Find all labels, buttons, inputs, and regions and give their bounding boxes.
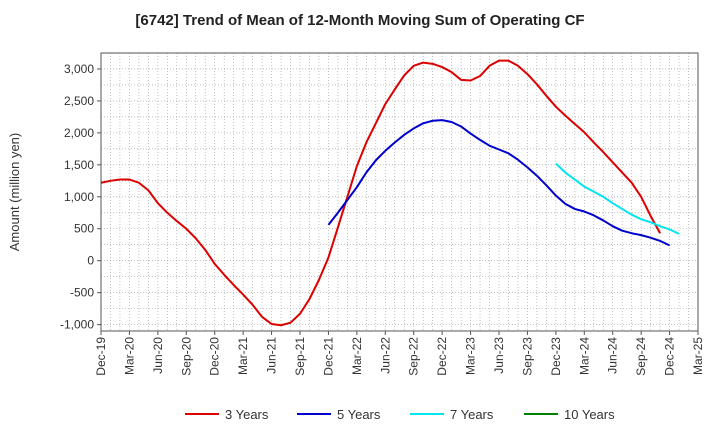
- x-tick-layer: Dec-19 Mar-20 Jun-20 Sep-20 Dec-20 Mar-21 Jun-…: [94, 331, 705, 376]
- x-tick-label: Jun-22: [378, 337, 392, 374]
- x-tick-label: Sep-20: [179, 337, 193, 376]
- series-line-3-years: [100, 59, 661, 327]
- y-tick-layer: -1,000 -500 0 500 1,000 1,500 2,000 2,500 3,000: [60, 62, 101, 332]
- x-tick-label: Mar-23: [464, 337, 478, 375]
- x-tick-label: Jun-23: [492, 337, 506, 374]
- x-tick-label: Dec-20: [208, 337, 222, 376]
- series-layer: [100, 59, 680, 327]
- y-tick-label: 3,000: [64, 62, 94, 76]
- x-tick-label: Dec-24: [663, 337, 677, 376]
- x-tick-label: Sep-22: [407, 337, 421, 376]
- y-tick-label: 1,500: [64, 158, 94, 172]
- x-tick-label: Dec-21: [321, 337, 335, 376]
- x-tick-label: Dec-22: [435, 337, 449, 376]
- x-tick-label: Sep-24: [634, 337, 648, 376]
- x-tick-label: Mar-21: [236, 337, 250, 375]
- series-line-7-years: [555, 162, 680, 235]
- x-tick-label: Mar-22: [350, 337, 364, 375]
- legend-label: 10 Years: [564, 407, 615, 422]
- chart-title: [6742] Trend of Mean of 12-Month Moving …: [135, 12, 585, 29]
- legend-label: 5 Years: [337, 407, 381, 422]
- y-tick-label: 2,000: [64, 126, 94, 140]
- y-tick-label: 0: [87, 254, 94, 268]
- x-tick-label: Sep-21: [293, 337, 307, 376]
- legend: 3 Years 5 Years 7 Years 10 Years: [185, 407, 615, 422]
- x-tick-label: Mar-24: [577, 337, 591, 375]
- x-tick-label: Mar-25: [691, 337, 705, 375]
- x-tick-label: Jun-20: [151, 337, 165, 374]
- y-tick-label: 2,500: [64, 94, 94, 108]
- y-tick-label: -500: [70, 286, 94, 300]
- x-tick-label: Jun-24: [606, 337, 620, 374]
- x-tick-label: Mar-20: [122, 337, 136, 375]
- legend-label: 3 Years: [225, 407, 269, 422]
- series-line-5-years: [327, 119, 670, 247]
- y-tick-label: 1,000: [64, 190, 94, 204]
- x-tick-label: Sep-23: [520, 337, 534, 376]
- plot-frame: [100, 52, 699, 332]
- x-tick-label: Dec-23: [549, 337, 563, 376]
- y-tick-label: 500: [74, 222, 94, 236]
- x-tick-label: Jun-21: [265, 337, 279, 374]
- grid-layer: [101, 53, 698, 331]
- legend-label: 7 Years: [450, 407, 494, 422]
- y-tick-label: -1,000: [60, 318, 94, 332]
- x-tick-label: Dec-19: [94, 337, 108, 376]
- y-axis-title: Amount (million yen): [7, 133, 22, 252]
